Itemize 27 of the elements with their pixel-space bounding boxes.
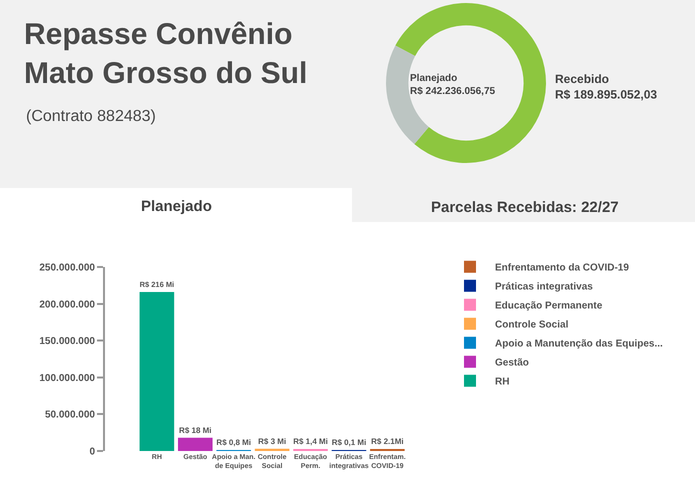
text: Repasse Convênio Mato Grosso do Sul <box>24 18 308 90</box>
legend-label: Controle Social <box>495 320 569 331</box>
y-tick-label: 150.000.000 <box>39 336 96 348</box>
y-tick-label: 0 <box>89 446 96 458</box>
legend-label: Apoio a Manutenção das Equipes... <box>495 338 664 350</box>
legend-label: RH <box>495 376 510 388</box>
legend-label: Gestão <box>495 358 529 369</box>
legend-label: Práticas integrativas <box>495 282 594 293</box>
data-label: R$ 216 Mi <box>140 280 174 290</box>
y-tick-label: 250.000.000 <box>39 262 96 274</box>
text: Parcelas Recebidas: 22/27 <box>431 199 619 216</box>
data-label: R$ 18 Mi <box>179 426 212 435</box>
y-tick-label: 50.000.000 <box>44 410 96 421</box>
legend-label: Enfrentamento da COVID-19 <box>495 262 630 274</box>
text: Recebido R$ 189.895.052,03 <box>555 72 658 102</box>
donut-slice <box>395 3 546 163</box>
text: Planejado <box>141 198 212 215</box>
legend-label: Educação Permanente <box>495 300 603 312</box>
data-label: R$ 3 Mi <box>258 436 286 446</box>
y-tick-label: 200.000.000 <box>39 299 96 310</box>
data-label: R$ 0,1 Mi <box>332 438 366 448</box>
text: (Contrato 882483) <box>26 108 156 125</box>
y-tick-label: 100.000.000 <box>39 372 96 384</box>
data-label: R$ 2.1Mi <box>371 437 404 446</box>
text: Planejado R$ 242.236.056,75 <box>410 73 496 97</box>
data-label: R$ 0,8 Mi <box>216 438 251 448</box>
data-label: R$ 1,4 Mi <box>293 437 328 446</box>
